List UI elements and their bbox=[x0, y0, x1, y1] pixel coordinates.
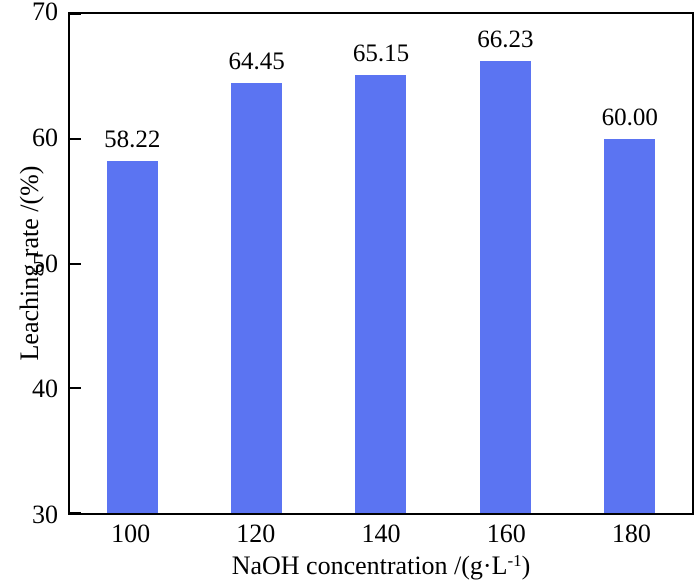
bar bbox=[231, 83, 283, 513]
y-tick-mark bbox=[70, 387, 81, 390]
y-tick-label: 40 bbox=[32, 374, 58, 404]
y-tick-mark bbox=[70, 512, 81, 514]
x-axis-label-superscript: -1 bbox=[507, 551, 522, 570]
y-tick-mark bbox=[70, 137, 81, 140]
plot-area: 58.22 64.45 65.15 66.23 60.00 bbox=[68, 12, 694, 515]
y-tick-mark bbox=[70, 13, 81, 15]
y-tick-mark bbox=[70, 262, 81, 265]
bar-value-label: 58.22 bbox=[104, 125, 161, 153]
x-tick-label: 140 bbox=[361, 519, 401, 548]
y-tick-label: 30 bbox=[32, 500, 58, 529]
bar-value-label: 65.15 bbox=[352, 39, 410, 67]
y-tick-label: 60 bbox=[32, 122, 58, 152]
bar bbox=[106, 160, 158, 513]
y-tick-label: 70 bbox=[32, 0, 58, 26]
x-tick-labels: 100 120 140 160 180 bbox=[68, 521, 694, 551]
bar bbox=[604, 138, 656, 513]
bar bbox=[479, 61, 531, 513]
bar bbox=[355, 74, 407, 513]
x-axis-label: NaOH concentration /(g·L-1) bbox=[68, 551, 694, 581]
x-axis-label-text: NaOH concentration /(g·L bbox=[231, 551, 508, 580]
x-tick-label: 100 bbox=[111, 519, 151, 548]
bar-value-label: 60.00 bbox=[601, 103, 658, 131]
x-tick-label: 180 bbox=[611, 519, 651, 548]
x-tick-label: 160 bbox=[486, 519, 526, 548]
x-axis-label-suffix: ) bbox=[521, 551, 531, 580]
bar-value-label: 66.23 bbox=[477, 26, 534, 54]
x-tick-label: 120 bbox=[236, 519, 276, 548]
y-tick-labels: 30 40 50 60 70 bbox=[0, 0, 58, 529]
y-tick-label: 50 bbox=[32, 248, 58, 278]
bar-value-label: 64.45 bbox=[228, 48, 285, 76]
